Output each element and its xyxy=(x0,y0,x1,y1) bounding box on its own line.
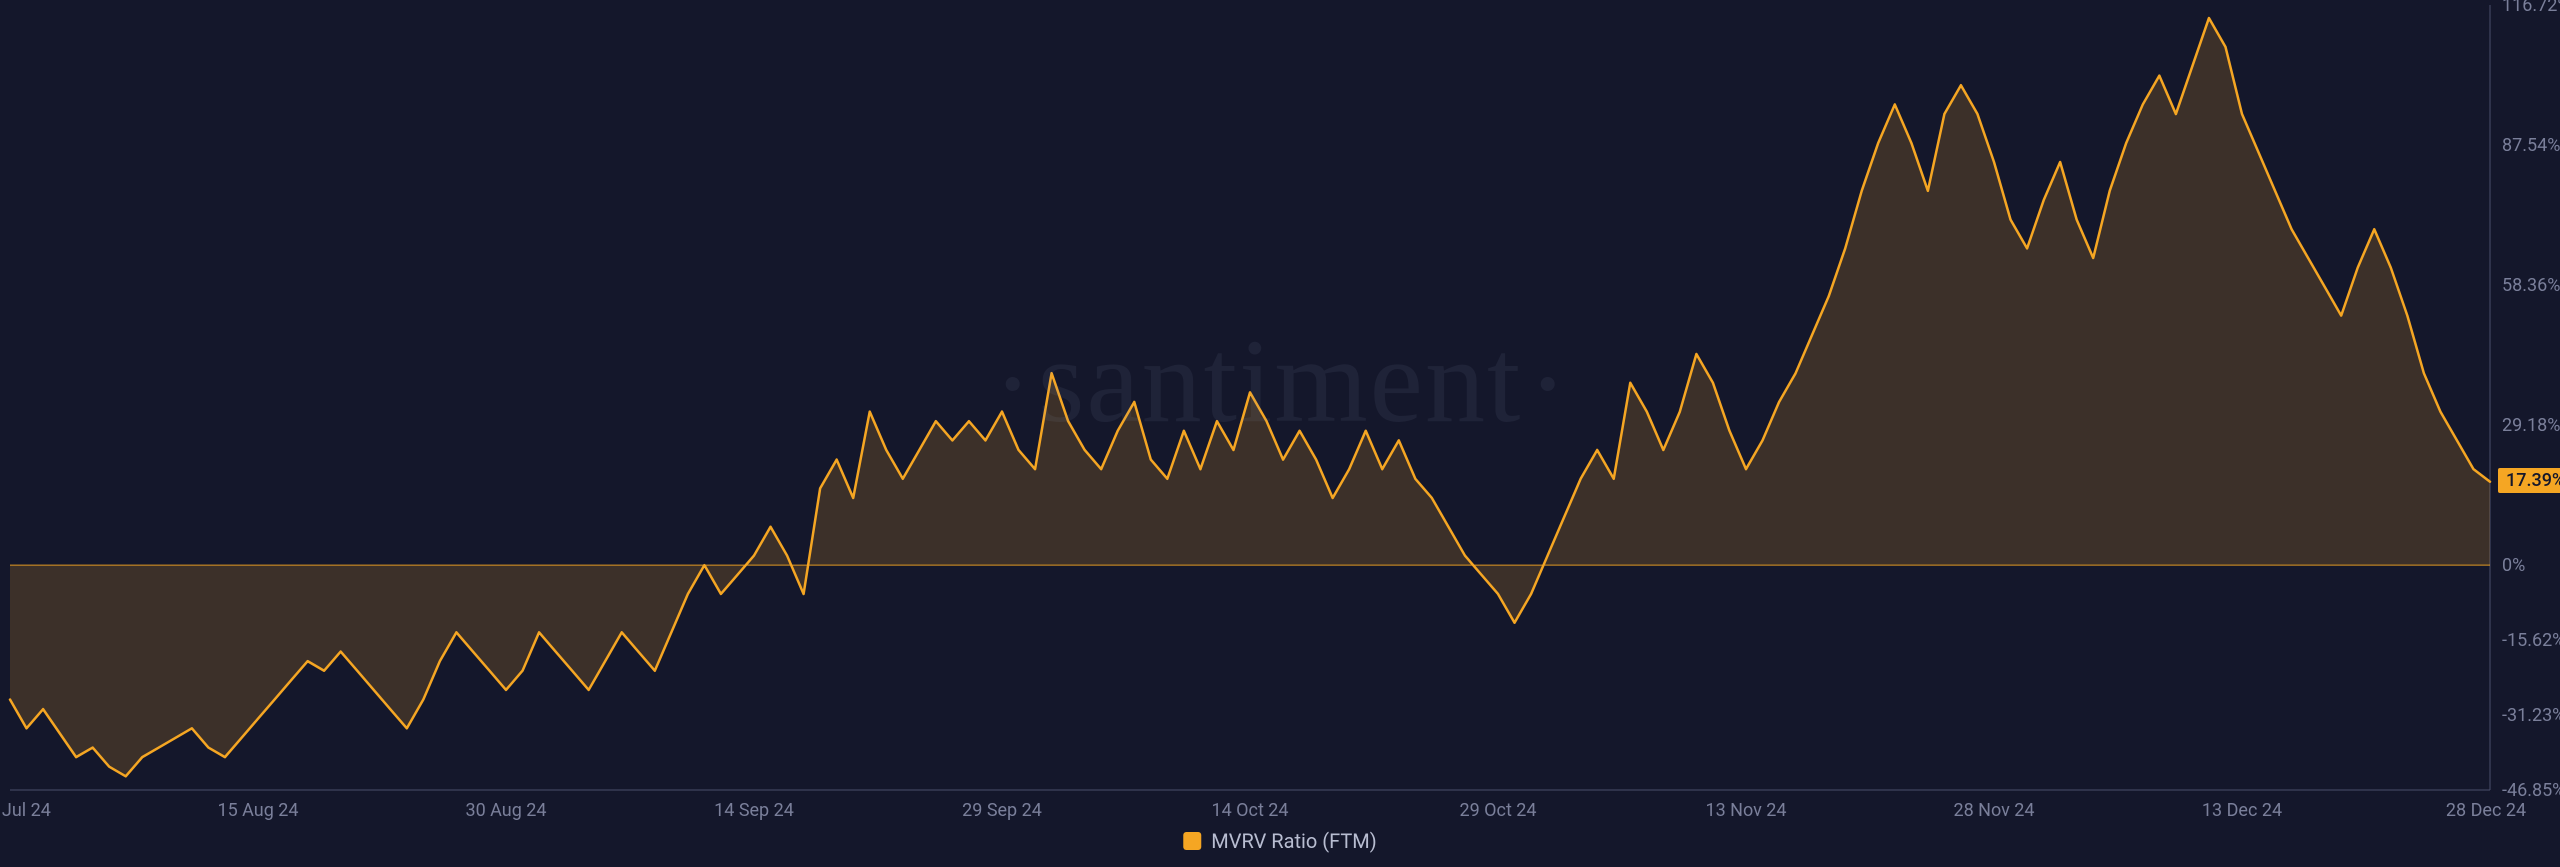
svg-text:-15.62%: -15.62% xyxy=(2502,630,2560,651)
svg-text:29 Sep 24: 29 Sep 24 xyxy=(962,800,1042,821)
svg-text:14 Oct 24: 14 Oct 24 xyxy=(1211,800,1288,821)
svg-text:15 Aug 24: 15 Aug 24 xyxy=(217,800,298,821)
svg-text:0%: 0% xyxy=(2502,555,2525,576)
svg-text:14 Sep 24: 14 Sep 24 xyxy=(714,800,794,821)
mvrv-area-chart[interactable]: 116.72% 87.54% 58.36% 29.18% 0% -15.62% -31.23… xyxy=(0,0,2560,867)
svg-text:116.72%: 116.72% xyxy=(2502,0,2560,16)
chart-container: 116.72% 87.54% 58.36% 29.18% 0% -15.62% -31.23… xyxy=(0,0,2560,867)
chart-legend[interactable]: MVRV Ratio (FTM) xyxy=(1183,829,1376,853)
svg-text:13 Nov 24: 13 Nov 24 xyxy=(1705,800,1786,821)
svg-text:-31.23%: -31.23% xyxy=(2502,705,2560,726)
svg-text:28 Nov 24: 28 Nov 24 xyxy=(1953,800,2034,821)
svg-text:30 Aug 24: 30 Aug 24 xyxy=(465,800,546,821)
svg-text:58.36%: 58.36% xyxy=(2502,275,2560,296)
legend-label: MVRV Ratio (FTM) xyxy=(1211,829,1376,853)
svg-text:28 Dec 24: 28 Dec 24 xyxy=(2446,800,2526,821)
svg-text:29.18%: 29.18% xyxy=(2502,415,2560,436)
legend-swatch xyxy=(1183,832,1201,850)
svg-text:31 Jul 24: 31 Jul 24 xyxy=(0,800,51,821)
current-value-text: 17.39% xyxy=(2506,470,2560,491)
svg-text:87.54%: 87.54% xyxy=(2502,135,2560,156)
svg-text:29 Oct 24: 29 Oct 24 xyxy=(1459,800,1536,821)
svg-text:13 Dec 24: 13 Dec 24 xyxy=(2202,800,2282,821)
svg-text:-46.85%: -46.85% xyxy=(2502,780,2560,801)
current-value-badge: 17.39% xyxy=(2498,468,2560,493)
